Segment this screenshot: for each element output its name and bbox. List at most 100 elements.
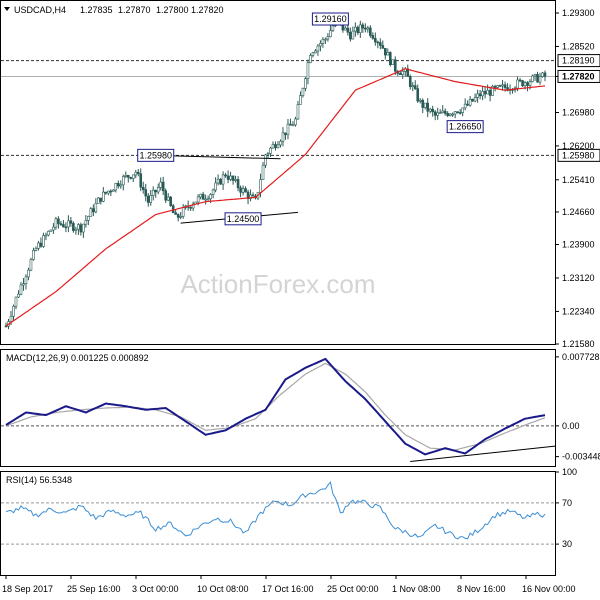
candle-body [453, 111, 457, 115]
candle [19, 282, 23, 296]
candle [344, 26, 347, 31]
candle-body [102, 191, 105, 202]
price-annotation: 1.24500 [224, 212, 262, 226]
candle-body [436, 112, 439, 116]
candle [478, 89, 482, 100]
candle-body [24, 276, 28, 284]
candle-body [448, 113, 452, 116]
candle-body [239, 187, 242, 193]
candle-body [201, 193, 205, 200]
candle-body [54, 218, 58, 228]
candle-body [426, 102, 430, 112]
candle-body [244, 188, 247, 193]
candle [102, 187, 105, 203]
candle [466, 100, 469, 107]
candle-body [79, 224, 83, 233]
candle-body [67, 220, 70, 228]
candle [393, 56, 397, 75]
candle-body [9, 315, 13, 322]
candle-body [503, 84, 507, 88]
candle [294, 116, 297, 127]
candle-body [518, 79, 522, 82]
candle-body [131, 174, 135, 179]
annotation-label: 1.29160 [314, 14, 347, 24]
watermark: ActionForex.com [180, 269, 375, 299]
candle [354, 22, 357, 37]
candle-body [224, 174, 227, 177]
candle [72, 221, 75, 233]
rsi-axis-tick-label: 70 [562, 498, 572, 508]
x-tick-label: 17 Oct 16:00 [262, 584, 314, 594]
candle [199, 193, 202, 200]
candle [37, 240, 40, 251]
candle [401, 67, 405, 79]
candle [391, 59, 395, 66]
candle [349, 27, 352, 42]
annotation-box [224, 212, 262, 226]
candle [521, 79, 524, 87]
candle-body [281, 132, 285, 142]
candle [361, 22, 365, 33]
x-tick-label: 18 Sep 2017 [2, 584, 53, 594]
candle [281, 127, 285, 147]
candle-body [286, 123, 290, 136]
candle [154, 189, 158, 198]
collapse-arrow-icon[interactable] [4, 7, 10, 11]
candle-body [14, 296, 18, 307]
candle [12, 304, 15, 321]
sma-line [5, 68, 546, 327]
annotation-box [137, 148, 175, 162]
candle-body [141, 186, 145, 190]
candle-body [291, 124, 295, 127]
candle-body [361, 24, 365, 29]
candle-body [274, 144, 277, 149]
candle-body [526, 82, 529, 86]
x-tick-label: 25 Oct 00:00 [327, 584, 379, 594]
candle-body [164, 190, 168, 201]
candle [87, 215, 90, 226]
candle [461, 107, 464, 117]
candle [486, 84, 489, 95]
candle-body [236, 179, 240, 189]
candle-body [411, 85, 415, 87]
candle-body [52, 226, 55, 231]
candle [229, 171, 232, 182]
candle-body [261, 164, 265, 180]
candle [94, 198, 98, 214]
candle-body [97, 197, 100, 204]
macd-trendline-0 [410, 445, 556, 463]
candle-body [49, 229, 53, 232]
candle-body [468, 98, 472, 106]
candle [77, 223, 80, 235]
candle-body [27, 269, 30, 278]
candle-body [109, 190, 113, 193]
annotation-label: 1.26650 [449, 122, 482, 132]
candle [236, 176, 240, 192]
candle-body [154, 189, 158, 193]
candle-body [144, 189, 148, 197]
x-tick-label: 1 Nov 08:00 [392, 584, 441, 594]
candle [531, 74, 534, 83]
candle [226, 170, 230, 184]
candle [146, 193, 150, 207]
candle-body [438, 112, 442, 115]
candle [463, 98, 467, 111]
candle [309, 53, 312, 64]
annotation-label: 1.24500 [227, 214, 260, 224]
candle-body [151, 189, 155, 196]
candle [431, 105, 435, 117]
candle [121, 174, 125, 191]
candle-body [34, 248, 38, 251]
candle-body [294, 118, 297, 126]
candle [159, 177, 163, 191]
candle-body [376, 41, 380, 44]
candle-body [229, 175, 232, 180]
price-axis-tick-label: 1.21580 [562, 339, 595, 349]
axis-tag-box [557, 148, 600, 162]
candle [413, 80, 417, 90]
candle [359, 20, 362, 38]
macd-axis-tick-label: 0.00 [562, 421, 580, 431]
candle-body [17, 293, 20, 298]
candle [174, 209, 177, 215]
ohlc-open: 1.27835 [80, 5, 113, 15]
